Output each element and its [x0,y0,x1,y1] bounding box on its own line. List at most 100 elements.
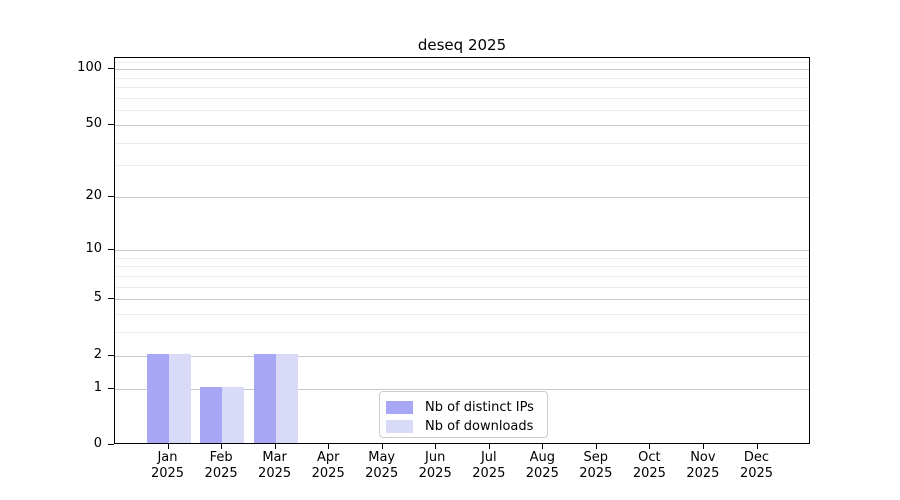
x-tick-label: Mar 2025 [239,450,311,482]
y-axis-tick [108,387,114,389]
gridline-minor [115,61,809,63]
x-axis-tick [595,444,597,449]
x-tick-label-year: 2025 [686,466,720,481]
x-tick-label: Apr 2025 [292,450,364,482]
x-axis-tick [328,444,330,449]
x-tick-label-month: Jul [480,450,497,465]
x-axis-tick [167,444,169,449]
x-tick-label-year: 2025 [311,466,345,481]
gridline-minor [115,77,809,79]
x-tick-label-year: 2025 [632,466,666,481]
x-tick-label: Sep 2025 [560,450,632,482]
y-axis-tick [108,68,114,70]
x-tick-label: Jan 2025 [132,450,204,482]
y-tick-label: 5 [93,290,102,306]
legend-label: Nb of distinct IPs [425,400,534,415]
x-tick-label-year: 2025 [204,466,238,481]
gridline-minor [115,275,809,277]
x-tick-label-month: Aug [529,450,555,465]
x-tick-label-month: Jan [157,450,178,465]
x-axis-tick [488,444,490,449]
x-tick-label: May 2025 [346,450,418,482]
x-tick-label-month: Feb [209,450,233,465]
gridline-minor [115,266,809,268]
x-tick-label-month: Sep [583,450,609,465]
y-tick-label: 0 [93,436,102,451]
x-tick-label-month: Oct [638,450,661,465]
x-tick-label-year: 2025 [418,466,452,481]
x-axis-tick [435,444,437,449]
bar-distinct-ips [253,353,276,443]
legend: Nb of distinct IPs Nb of downloads [379,391,548,438]
bar-downloads [275,353,298,443]
legend-entry: Nb of distinct IPs [386,399,539,416]
gridline-major [115,69,809,71]
chart-title: deseq 2025 [417,36,507,54]
y-axis-tick [108,444,114,445]
gridline-minor [115,165,809,167]
x-tick-label-year: 2025 [258,466,292,481]
x-axis-tick [221,444,223,449]
x-tick-label-month: Mar [262,450,287,465]
x-tick-label-year: 2025 [365,466,399,481]
gridline-major [115,249,809,251]
x-axis-tick [649,444,651,449]
x-axis-tick [542,444,544,449]
gridline-minor [115,332,809,334]
y-axis-tick [108,298,114,300]
legend-swatch-distinct-ips [386,401,413,414]
x-tick-label-month: Jun [425,450,446,465]
y-axis-tick [108,196,114,198]
gridline-minor [115,286,809,288]
legend-swatch-downloads [386,420,413,433]
x-tick-label: Oct 2025 [613,450,685,482]
gridline-major [115,197,809,199]
gridline-minor [115,314,809,315]
bar-downloads [168,353,191,443]
y-tick-label: 50 [85,115,102,131]
x-tick-label: Feb 2025 [185,450,257,482]
x-axis-tick [756,444,758,449]
gridline-minor [115,110,809,112]
y-axis-tick [108,248,114,250]
gridline-major [115,299,809,301]
gridline-minor [115,142,809,144]
y-tick-label: 20 [85,188,102,204]
x-tick-label-year: 2025 [525,466,559,481]
y-tick-label: 100 [77,60,102,76]
legend-entry: Nb of downloads [386,418,539,435]
x-tick-label-month: May [368,450,396,465]
gridline-minor [115,87,809,89]
y-tick-label: 10 [85,240,102,256]
x-tick-label-year: 2025 [579,466,613,481]
bar-downloads [222,386,245,443]
x-tick-label: Nov 2025 [667,450,739,482]
x-tick-label-year: 2025 [150,466,185,481]
y-axis-tick [108,354,114,356]
x-axis-tick [274,444,276,449]
gridline-major [115,355,809,357]
gridline-minor [115,98,809,99]
x-axis-tick [381,444,383,449]
x-axis-tick [702,444,704,449]
legend-label: Nb of downloads [425,419,534,434]
plot-area: Nb of distinct IPs Nb of downloads [114,57,810,444]
x-tick-label: Jul 2025 [453,450,525,482]
x-tick-label: Dec 2025 [721,450,793,482]
bar-distinct-ips [200,386,223,443]
y-tick-label: 1 [93,379,102,395]
gridline-minor [115,257,809,259]
x-tick-label: Aug 2025 [506,450,578,482]
x-tick-label-month: Dec [743,450,770,465]
gridline-major [115,388,809,390]
x-tick-label-month: Nov [690,450,716,465]
x-tick-label: Jun 2025 [399,450,471,482]
x-tick-label-year: 2025 [739,466,774,481]
gridline-major [115,124,809,126]
y-axis-tick [108,123,114,125]
y-tick-label: 2 [93,346,102,362]
bar-distinct-ips [146,353,169,443]
x-tick-label-month: Apr [316,450,340,465]
x-tick-label-year: 2025 [472,466,506,481]
